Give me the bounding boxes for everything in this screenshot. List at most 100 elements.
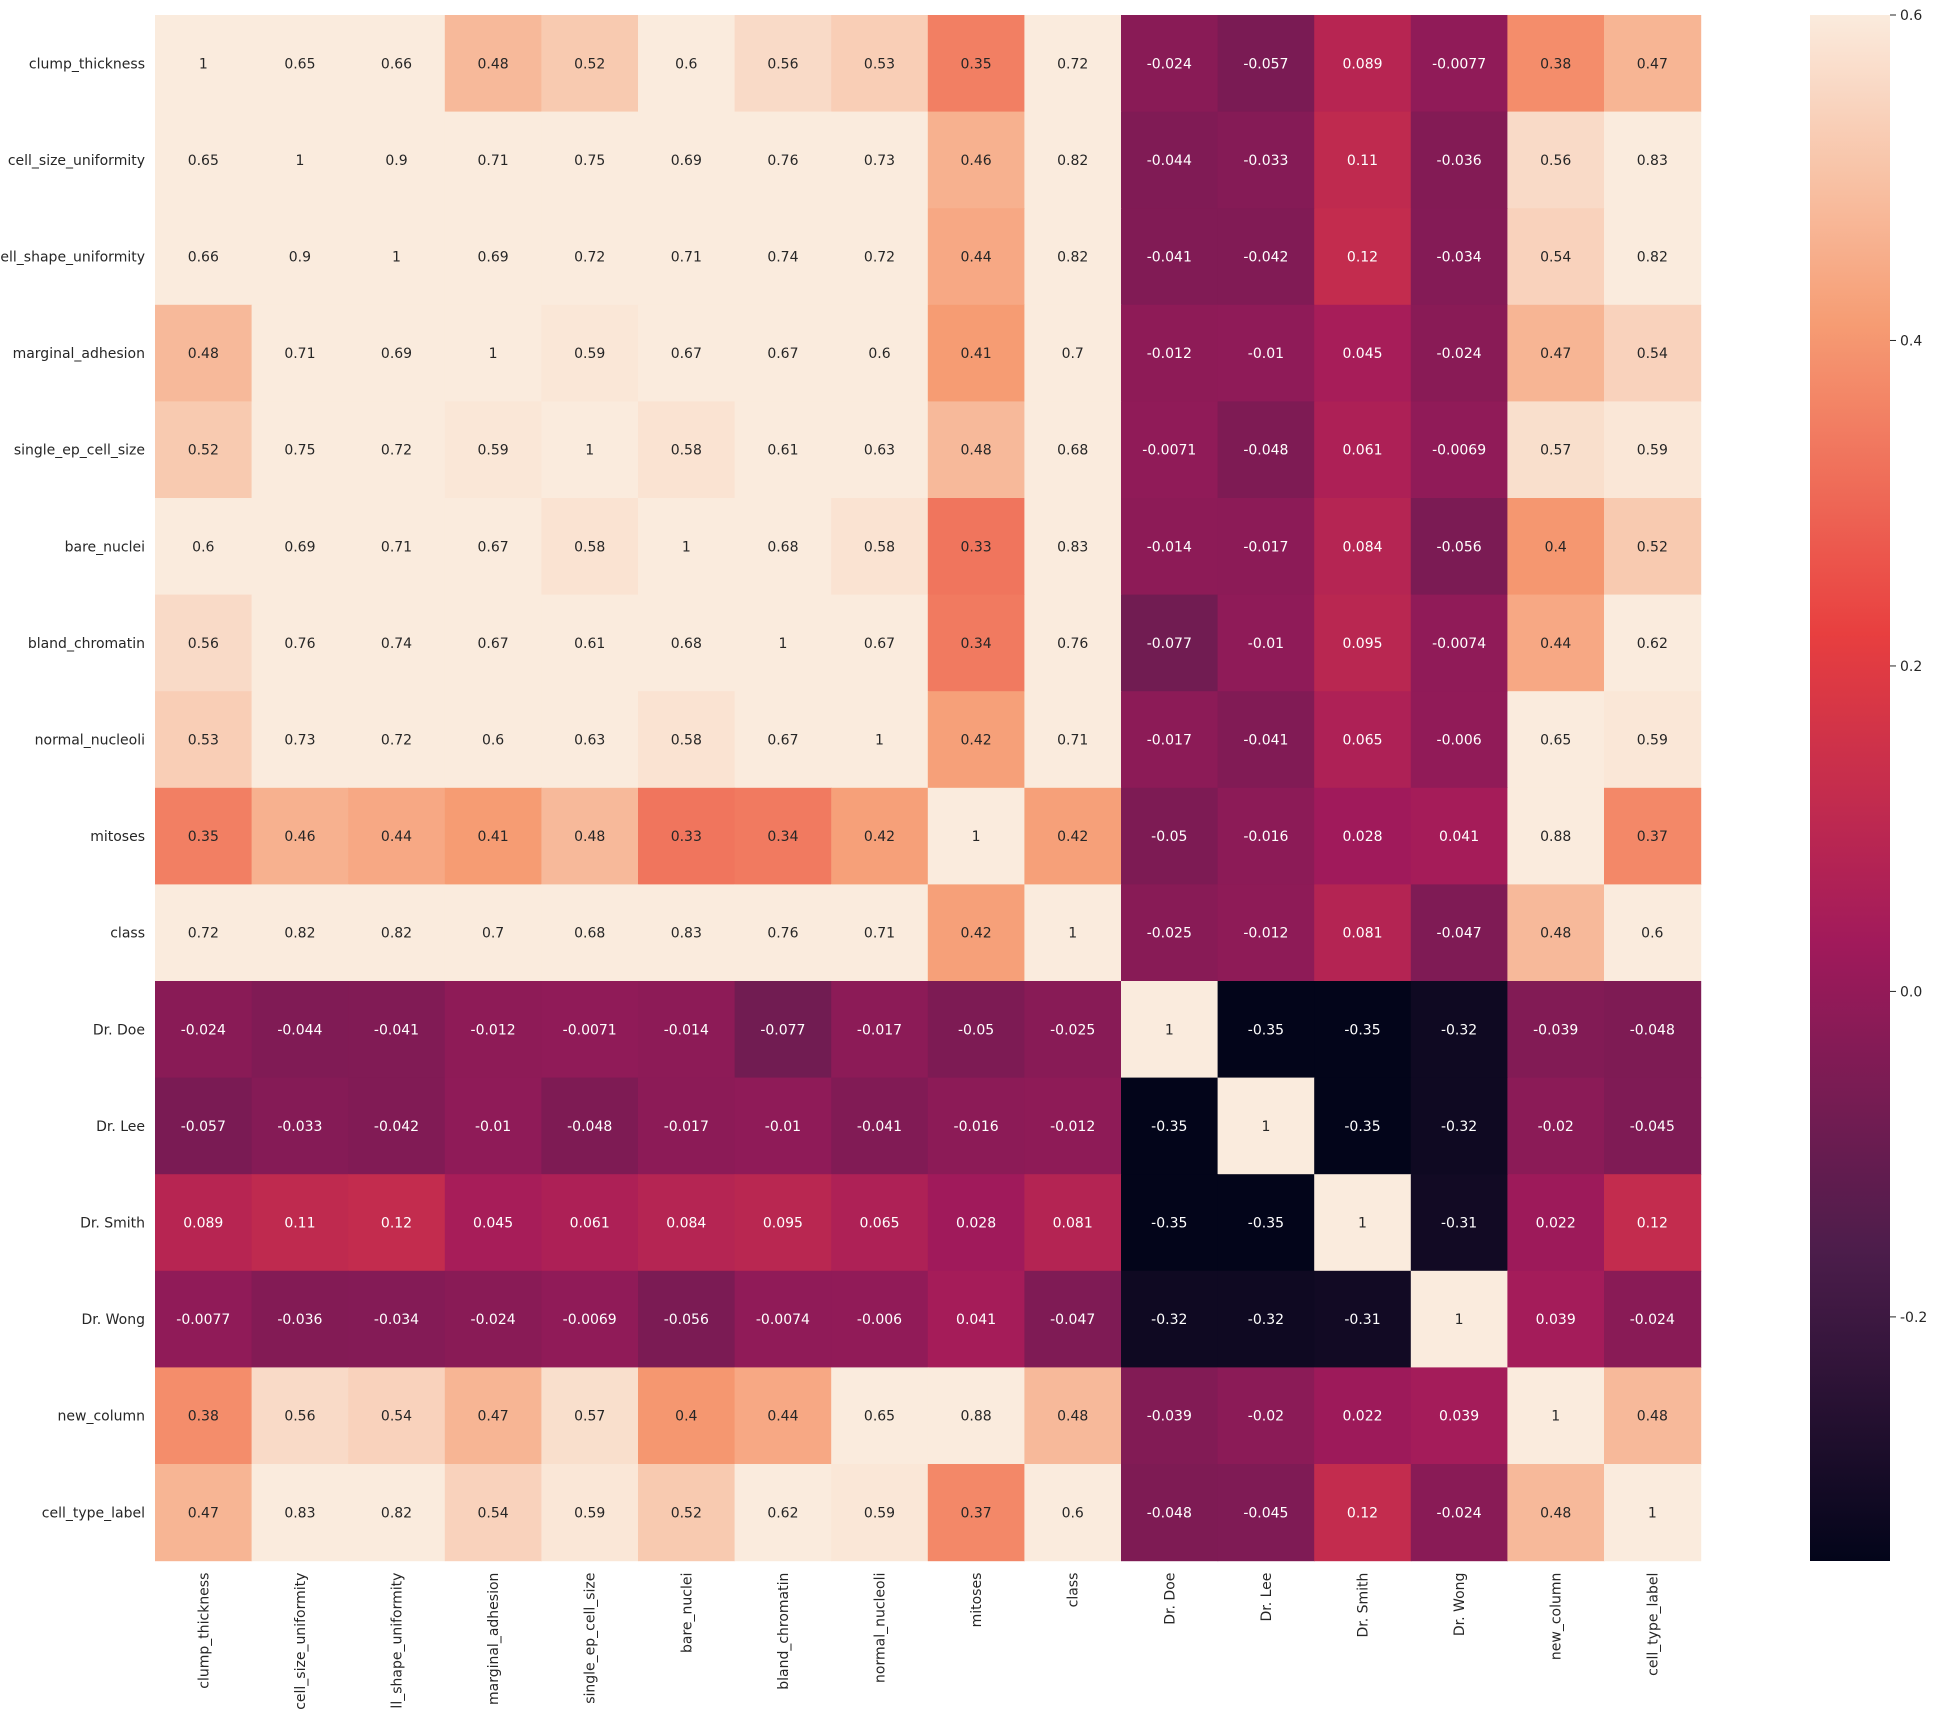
heatmap-cell-dr-doe-dr-doe — [1121, 981, 1219, 1079]
cell-annotation: -0.034 — [1437, 250, 1482, 266]
heatmap-cell-clump-thickness-class — [1024, 15, 1122, 113]
cell-annotation: 0.41 — [961, 346, 992, 362]
heatmap-cell-dr-smith-cell-type-label — [1604, 1174, 1702, 1272]
cell-annotation: 0.33 — [671, 829, 702, 845]
heatmap-cell-dr-smith-class — [1024, 1174, 1122, 1272]
cell-annotation: -0.056 — [1437, 539, 1482, 555]
cell-annotation: -0.02 — [1248, 1409, 1284, 1425]
cell-annotation: 1 — [1358, 1216, 1367, 1232]
cell-annotation: 0.33 — [961, 539, 992, 555]
heatmap-cell-clump-thickness-cell-shape-uniformity — [348, 15, 446, 113]
cell-annotation: 0.42 — [1057, 829, 1088, 845]
cell-annotation: -0.35 — [1248, 1022, 1284, 1038]
cell-annotation: 0.061 — [570, 1216, 610, 1232]
cell-annotation: -0.31 — [1441, 1216, 1477, 1232]
cell-annotation: -0.044 — [1147, 153, 1192, 169]
column-label-bland-chromatin: bland_chromatin — [776, 1573, 792, 1690]
heatmap-cell-bland-chromatin-class — [1024, 594, 1122, 692]
heatmap-cell-mitoses-dr-lee — [1217, 787, 1315, 885]
cell-annotation: 0.065 — [859, 1216, 899, 1232]
cell-annotation: -0.077 — [1147, 636, 1192, 652]
cell-annotation: 0.52 — [1637, 539, 1668, 555]
heatmap-cell-new-column-class — [1024, 1367, 1122, 1465]
cell-annotation: 0.9 — [289, 250, 311, 266]
heatmap-cell-cell-shape-uniformity-marginal-adhesion — [444, 208, 542, 306]
cell-annotation: -0.0071 — [563, 1022, 617, 1038]
cell-annotation: 0.82 — [381, 926, 412, 942]
cell-annotation: -0.042 — [1243, 250, 1288, 266]
cell-annotation: 0.44 — [381, 829, 412, 845]
cell-annotation: -0.0074 — [756, 1312, 810, 1328]
cell-annotation: -0.033 — [1243, 153, 1288, 169]
cell-annotation: 0.83 — [1057, 539, 1088, 555]
cell-annotation: -0.014 — [1147, 539, 1192, 555]
cell-annotation: 0.72 — [381, 733, 412, 749]
heatmap-cell-mitoses-normal-nucleoli — [831, 787, 929, 885]
row-labels: clump_thickness cell_size_uniformity cell_… — [0, 56, 145, 1521]
cell-annotation: 0.71 — [864, 926, 895, 942]
cell-annotation: 0.59 — [574, 1505, 605, 1521]
column-label-dr-doe: Dr. Doe — [1162, 1573, 1178, 1625]
heatmap-cell-marginal-adhesion-normal-nucleoli — [831, 304, 929, 402]
heatmap-cell-normal-nucleoli-dr-wong — [1410, 691, 1508, 789]
cell-annotation: 0.76 — [767, 153, 798, 169]
cell-annotation: 0.46 — [961, 153, 992, 169]
cell-annotation: -0.012 — [1147, 346, 1192, 362]
heatmap-cell-dr-doe-cell-shape-uniformity — [348, 981, 446, 1079]
heatmap-cell-dr-smith-dr-lee — [1217, 1174, 1315, 1272]
cell-annotation: 0.095 — [1342, 636, 1382, 652]
cell-annotation: -0.32 — [1441, 1119, 1477, 1135]
cell-annotation: 0.38 — [188, 1409, 219, 1425]
cell-annotation: 0.61 — [767, 443, 798, 459]
cell-annotation: 0.67 — [767, 733, 798, 749]
column-label-cell-size-uniformity: cell_size_uniformity — [293, 1573, 309, 1709]
cell-annotation: -0.041 — [1243, 733, 1288, 749]
cell-annotation: 0.76 — [767, 926, 798, 942]
heatmap-cell-single-ep-cell-size-dr-wong — [1410, 401, 1508, 499]
heatmap-cell-cell-size-uniformity-marginal-adhesion — [444, 111, 542, 209]
cell-annotation: -0.041 — [374, 1022, 419, 1038]
cell-annotation: 0.63 — [574, 733, 605, 749]
cell-annotation: 1 — [489, 346, 498, 362]
heatmap-cell-bland-chromatin-dr-doe — [1121, 594, 1219, 692]
heatmap-cell-marginal-adhesion-cell-size-uniformity — [251, 304, 349, 402]
heatmap-cell-new-column-dr-doe — [1121, 1367, 1219, 1465]
cell-annotation: 0.67 — [767, 346, 798, 362]
cell-annotation: 0.53 — [188, 733, 219, 749]
heatmap-cell-cell-type-label-dr-wong — [1410, 1464, 1508, 1562]
heatmap-cell-marginal-adhesion-bare-nuclei — [638, 304, 736, 402]
cell-annotation: -0.01 — [765, 1119, 801, 1135]
cell-annotation: 0.72 — [188, 926, 219, 942]
heatmap-cell-class-dr-smith — [1314, 884, 1412, 982]
heatmap-cell-dr-doe-cell-type-label — [1604, 981, 1702, 1079]
heatmap-cell-bare-nuclei-bland-chromatin — [734, 498, 832, 596]
heatmap-cell-cell-shape-uniformity-cell-shape-uniformity — [348, 208, 446, 306]
cell-annotation: 0.65 — [284, 56, 315, 72]
heatmap-cell-single-ep-cell-size-cell-size-uniformity — [251, 401, 349, 499]
row-label-dr-wong: Dr. Wong — [82, 1312, 146, 1328]
heatmap-cell-marginal-adhesion-mitoses — [927, 304, 1025, 402]
heatmap-cell-new-column-cell-size-uniformity — [251, 1367, 349, 1465]
cell-annotation: 0.75 — [284, 443, 315, 459]
cell-annotation: -0.0069 — [563, 1312, 617, 1328]
cell-annotation: -0.036 — [277, 1312, 322, 1328]
cell-annotation: -0.024 — [1437, 1505, 1482, 1521]
heatmap-cell-dr-lee-dr-doe — [1121, 1077, 1219, 1175]
row-label-normal-nucleoli: normal_nucleoli — [35, 733, 145, 749]
cell-annotation: 0.88 — [1540, 829, 1571, 845]
heatmap-cell-normal-nucleoli-new-column — [1507, 691, 1605, 789]
heatmap-cell-bland-chromatin-new-column — [1507, 594, 1605, 692]
heatmap-cell-cell-shape-uniformity-normal-nucleoli — [831, 208, 929, 306]
heatmap-cell-cell-type-label-mitoses — [927, 1464, 1025, 1562]
heatmap-cell-bare-nuclei-cell-size-uniformity — [251, 498, 349, 596]
cell-annotation: -0.014 — [664, 1022, 709, 1038]
heatmap-cell-clump-thickness-normal-nucleoli — [831, 15, 929, 113]
heatmap-cell-dr-wong-dr-wong — [1410, 1270, 1508, 1368]
colorbar-tick-label: 0.4 — [1900, 333, 1922, 349]
cell-annotation: 0.34 — [767, 829, 798, 845]
cell-annotation: -0.31 — [1344, 1312, 1380, 1328]
heatmap-cell-dr-lee-bare-nuclei — [638, 1077, 736, 1175]
cell-annotation: -0.016 — [954, 1119, 999, 1135]
